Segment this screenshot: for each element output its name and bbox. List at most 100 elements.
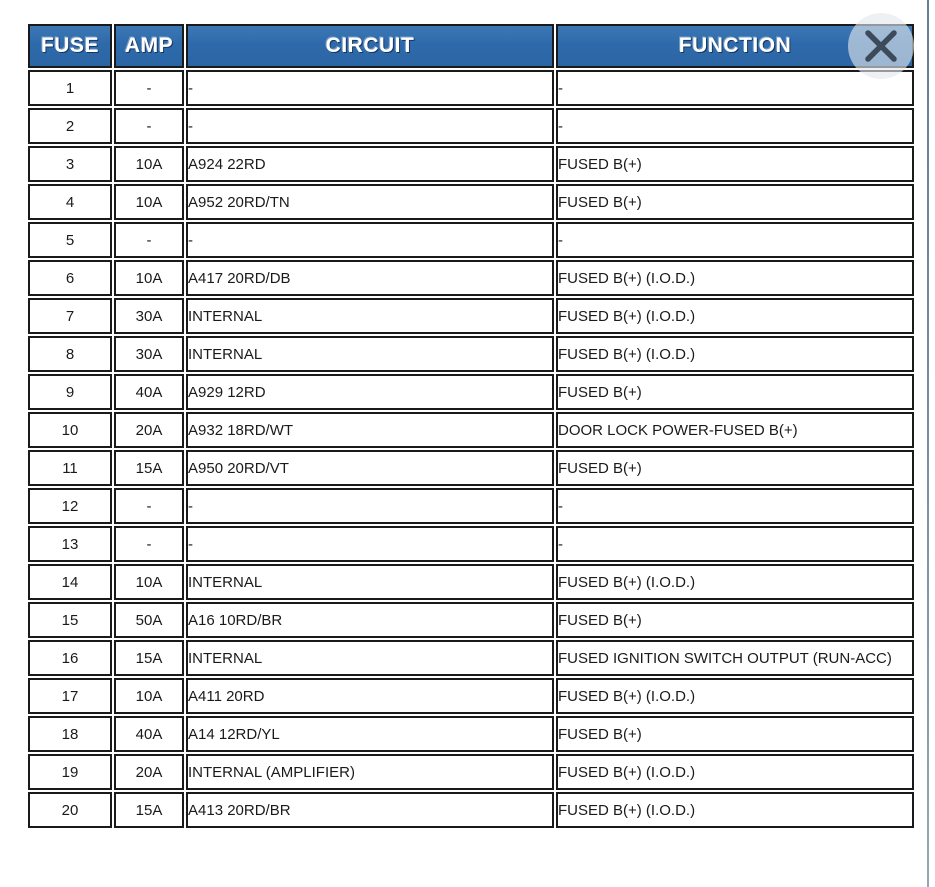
cell-fuse: 14: [28, 564, 112, 600]
table-row: 13- - -: [28, 526, 914, 562]
page-edge-line: [927, 0, 929, 887]
cell-function: FUSED B(+) (I.O.D.): [556, 336, 914, 372]
cell-amp: -: [114, 526, 184, 562]
cell-circuit: INTERNAL: [186, 336, 554, 372]
cell-amp: 20A: [114, 412, 184, 448]
cell-function: -: [556, 526, 914, 562]
table-row: 4 10A A952 20RD/TN FUSED B(+): [28, 184, 914, 220]
cell-amp: 10A: [114, 146, 184, 182]
cell-amp: -: [114, 488, 184, 524]
cell-fuse: 5: [28, 222, 112, 258]
table-row: 12- - -: [28, 488, 914, 524]
cell-circuit: INTERNAL: [186, 564, 554, 600]
cell-function: -: [556, 488, 914, 524]
close-button[interactable]: [848, 13, 914, 79]
table-row: 8 30A INTERNAL FUSED B(+) (I.O.D.): [28, 336, 914, 372]
page-right-margin: [929, 0, 935, 887]
table-row: 1---: [28, 70, 914, 106]
cell-fuse: 6: [28, 260, 112, 296]
cell-amp: 30A: [114, 336, 184, 372]
header-row: FUSE AMP CIRCUIT FUNCTION: [28, 24, 914, 68]
cell-circuit: A929 12RD: [186, 374, 554, 410]
cell-fuse: 20: [28, 792, 112, 828]
cell-fuse: 15: [28, 602, 112, 638]
cell-circuit: A411 20RD: [186, 678, 554, 714]
cell-circuit: -: [186, 488, 554, 524]
column-header-circuit[interactable]: CIRCUIT: [186, 24, 554, 68]
cell-amp: 10A: [114, 564, 184, 600]
cell-amp: -: [114, 222, 184, 258]
cell-circuit: -: [186, 70, 554, 106]
cell-function: FUSED B(+): [556, 184, 914, 220]
cell-fuse: 1: [28, 70, 112, 106]
cell-function: -: [556, 108, 914, 144]
cell-amp: 40A: [114, 374, 184, 410]
column-header-amp[interactable]: AMP: [114, 24, 184, 68]
cell-fuse: 3: [28, 146, 112, 182]
cell-amp: 10A: [114, 678, 184, 714]
table-row: 5---: [28, 222, 914, 258]
table-body: 1- - -2- - -3 10A A924 22RD FUSED B(+) 4 10A A952 …: [28, 70, 914, 828]
close-x-icon: [865, 30, 897, 62]
table-row: 6 10A A417 20RD/DB FUSED B(+) (I.O.D.): [28, 260, 914, 296]
table-row: 7 30A INTERNAL FUSED B(+) (I.O.D.): [28, 298, 914, 334]
cell-amp: 50A: [114, 602, 184, 638]
table-row: 15 50A A16 10RD/BR FUSED B(+): [28, 602, 914, 638]
cell-function: FUSED B(+): [556, 602, 914, 638]
cell-fuse: 17: [28, 678, 112, 714]
cell-function: FUSED B(+) (I.O.D.): [556, 260, 914, 296]
cell-function: FUSED B(+): [556, 450, 914, 486]
cell-amp: 15A: [114, 450, 184, 486]
cell-amp: 40A: [114, 716, 184, 752]
cell-function: FUSED B(+) (I.O.D.): [556, 678, 914, 714]
cell-circuit: INTERNAL (AMPLIFIER): [186, 754, 554, 790]
cell-amp: 10A: [114, 260, 184, 296]
table-row: 11 15A A950 20RD/VT FUSED B(+): [28, 450, 914, 486]
cell-circuit: -: [186, 526, 554, 562]
cell-circuit: A16 10RD/BR: [186, 602, 554, 638]
table-row: 10 20A A932 18RD/WT DOOR LOCK POWER-FUSED B…: [28, 412, 914, 448]
cell-function: DOOR LOCK POWER-FUSED B(+): [556, 412, 914, 448]
cell-fuse: 4: [28, 184, 112, 220]
cell-fuse: 7: [28, 298, 112, 334]
cell-fuse: 11: [28, 450, 112, 486]
cell-function: -: [556, 70, 914, 106]
fuse-table-container: FUSE AMP CIRCUIT FUNCTION 1- - -2- - -3 10A A9…: [26, 22, 914, 830]
cell-circuit: A14 12RD/YL: [186, 716, 554, 752]
cell-amp: -: [114, 70, 184, 106]
cell-circuit: A952 20RD/TN: [186, 184, 554, 220]
cell-function: FUSED B(+) (I.O.D.): [556, 564, 914, 600]
cell-fuse: 18: [28, 716, 112, 752]
table-row: 3 10A A924 22RD FUSED B(+): [28, 146, 914, 182]
cell-circuit: -: [186, 108, 554, 144]
cell-function: FUSED B(+): [556, 716, 914, 752]
cell-fuse: 19: [28, 754, 112, 790]
cell-fuse: 13: [28, 526, 112, 562]
cell-function: FUSED IGNITION SWITCH OUTPUT (RUN-ACC): [556, 640, 914, 676]
cell-amp: 15A: [114, 640, 184, 676]
cell-amp: 10A: [114, 184, 184, 220]
cell-circuit: INTERNAL: [186, 298, 554, 334]
cell-fuse: 12: [28, 488, 112, 524]
cell-function: FUSED B(+) (I.O.D.): [556, 792, 914, 828]
column-header-fuse[interactable]: FUSE: [28, 24, 112, 68]
cell-amp: -: [114, 108, 184, 144]
cell-circuit: A417 20RD/DB: [186, 260, 554, 296]
cell-circuit: -: [186, 222, 554, 258]
table-header: FUSE AMP CIRCUIT FUNCTION: [28, 24, 914, 68]
table-row: 14 10A INTERNAL FUSED B(+) (I.O.D.): [28, 564, 914, 600]
table-row: 2---: [28, 108, 914, 144]
cell-fuse: 16: [28, 640, 112, 676]
cell-fuse: 2: [28, 108, 112, 144]
cell-amp: 30A: [114, 298, 184, 334]
table-row: 9 40A A929 12RD FUSED B(+): [28, 374, 914, 410]
table-row: 17 10A A411 20RD FUSED B(+) (I.O.D.): [28, 678, 914, 714]
cell-function: -: [556, 222, 914, 258]
cell-circuit: A924 22RD: [186, 146, 554, 182]
table-row: 18 40A A14 12RD/YL FUSED B(+): [28, 716, 914, 752]
cell-function: FUSED B(+) (I.O.D.): [556, 754, 914, 790]
cell-fuse: 9: [28, 374, 112, 410]
table-row: 20 15A A413 20RD/BR FUSED B(+) (I.O.D.): [28, 792, 914, 828]
fuse-box-table: FUSE AMP CIRCUIT FUNCTION 1- - -2- - -3 10A A9…: [26, 22, 916, 830]
cell-circuit: INTERNAL: [186, 640, 554, 676]
